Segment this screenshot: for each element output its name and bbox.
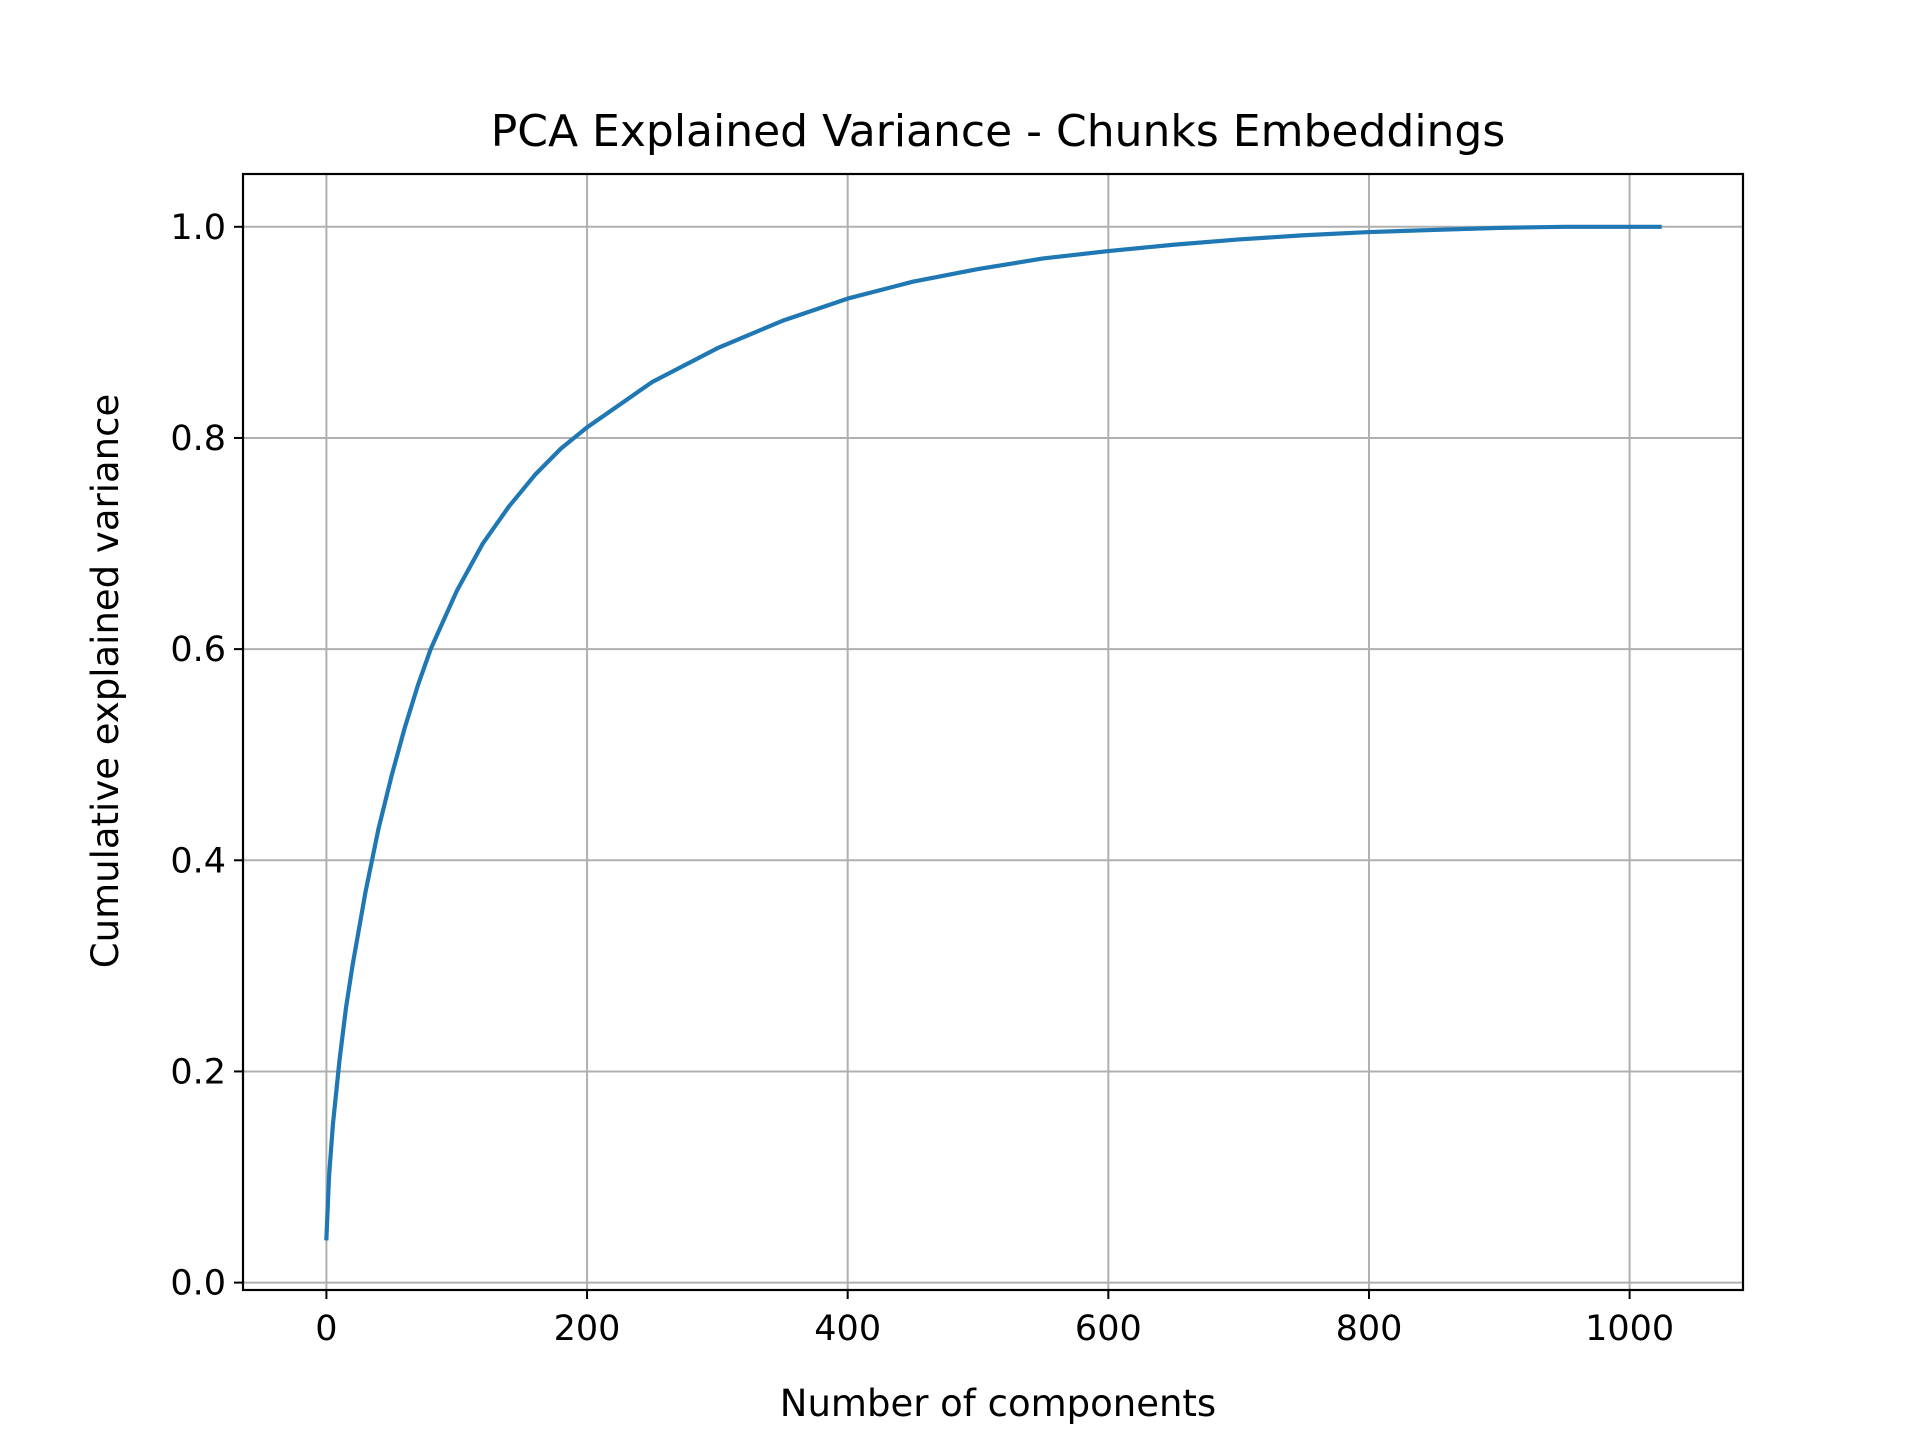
y-tick-label: 0.4 (170, 841, 226, 881)
y-tick-label: 0.2 (170, 1052, 226, 1092)
x-tick-label: 1000 (1585, 1309, 1674, 1349)
y-tick-label: 0.8 (170, 419, 226, 459)
x-tick-label: 800 (1336, 1309, 1403, 1349)
x-axis-label: Number of components (780, 1382, 1216, 1425)
series-layer (324, 224, 1662, 1241)
x-tick-label: 400 (814, 1309, 881, 1349)
x-axis: 0 200 400 600 800 1000 (315, 1290, 1674, 1349)
y-tick-label: 0.0 (170, 1264, 226, 1304)
series-line (324, 224, 1662, 1241)
x-tick-label: 600 (1075, 1309, 1142, 1349)
y-axis-label: Cumulative explained variance (84, 394, 127, 968)
y-axis: 0.0 0.2 0.4 0.6 0.8 1.0 (170, 208, 243, 1304)
grid (243, 174, 1743, 1290)
x-tick-label: 0 (315, 1309, 337, 1349)
chart-title: PCA Explained Variance - Chunks Embeddin… (491, 106, 1506, 157)
y-tick-label: 1.0 (170, 208, 226, 248)
x-tick-label: 200 (554, 1309, 621, 1349)
y-tick-label: 0.6 (170, 630, 226, 670)
axes-frame (241, 172, 1745, 1292)
